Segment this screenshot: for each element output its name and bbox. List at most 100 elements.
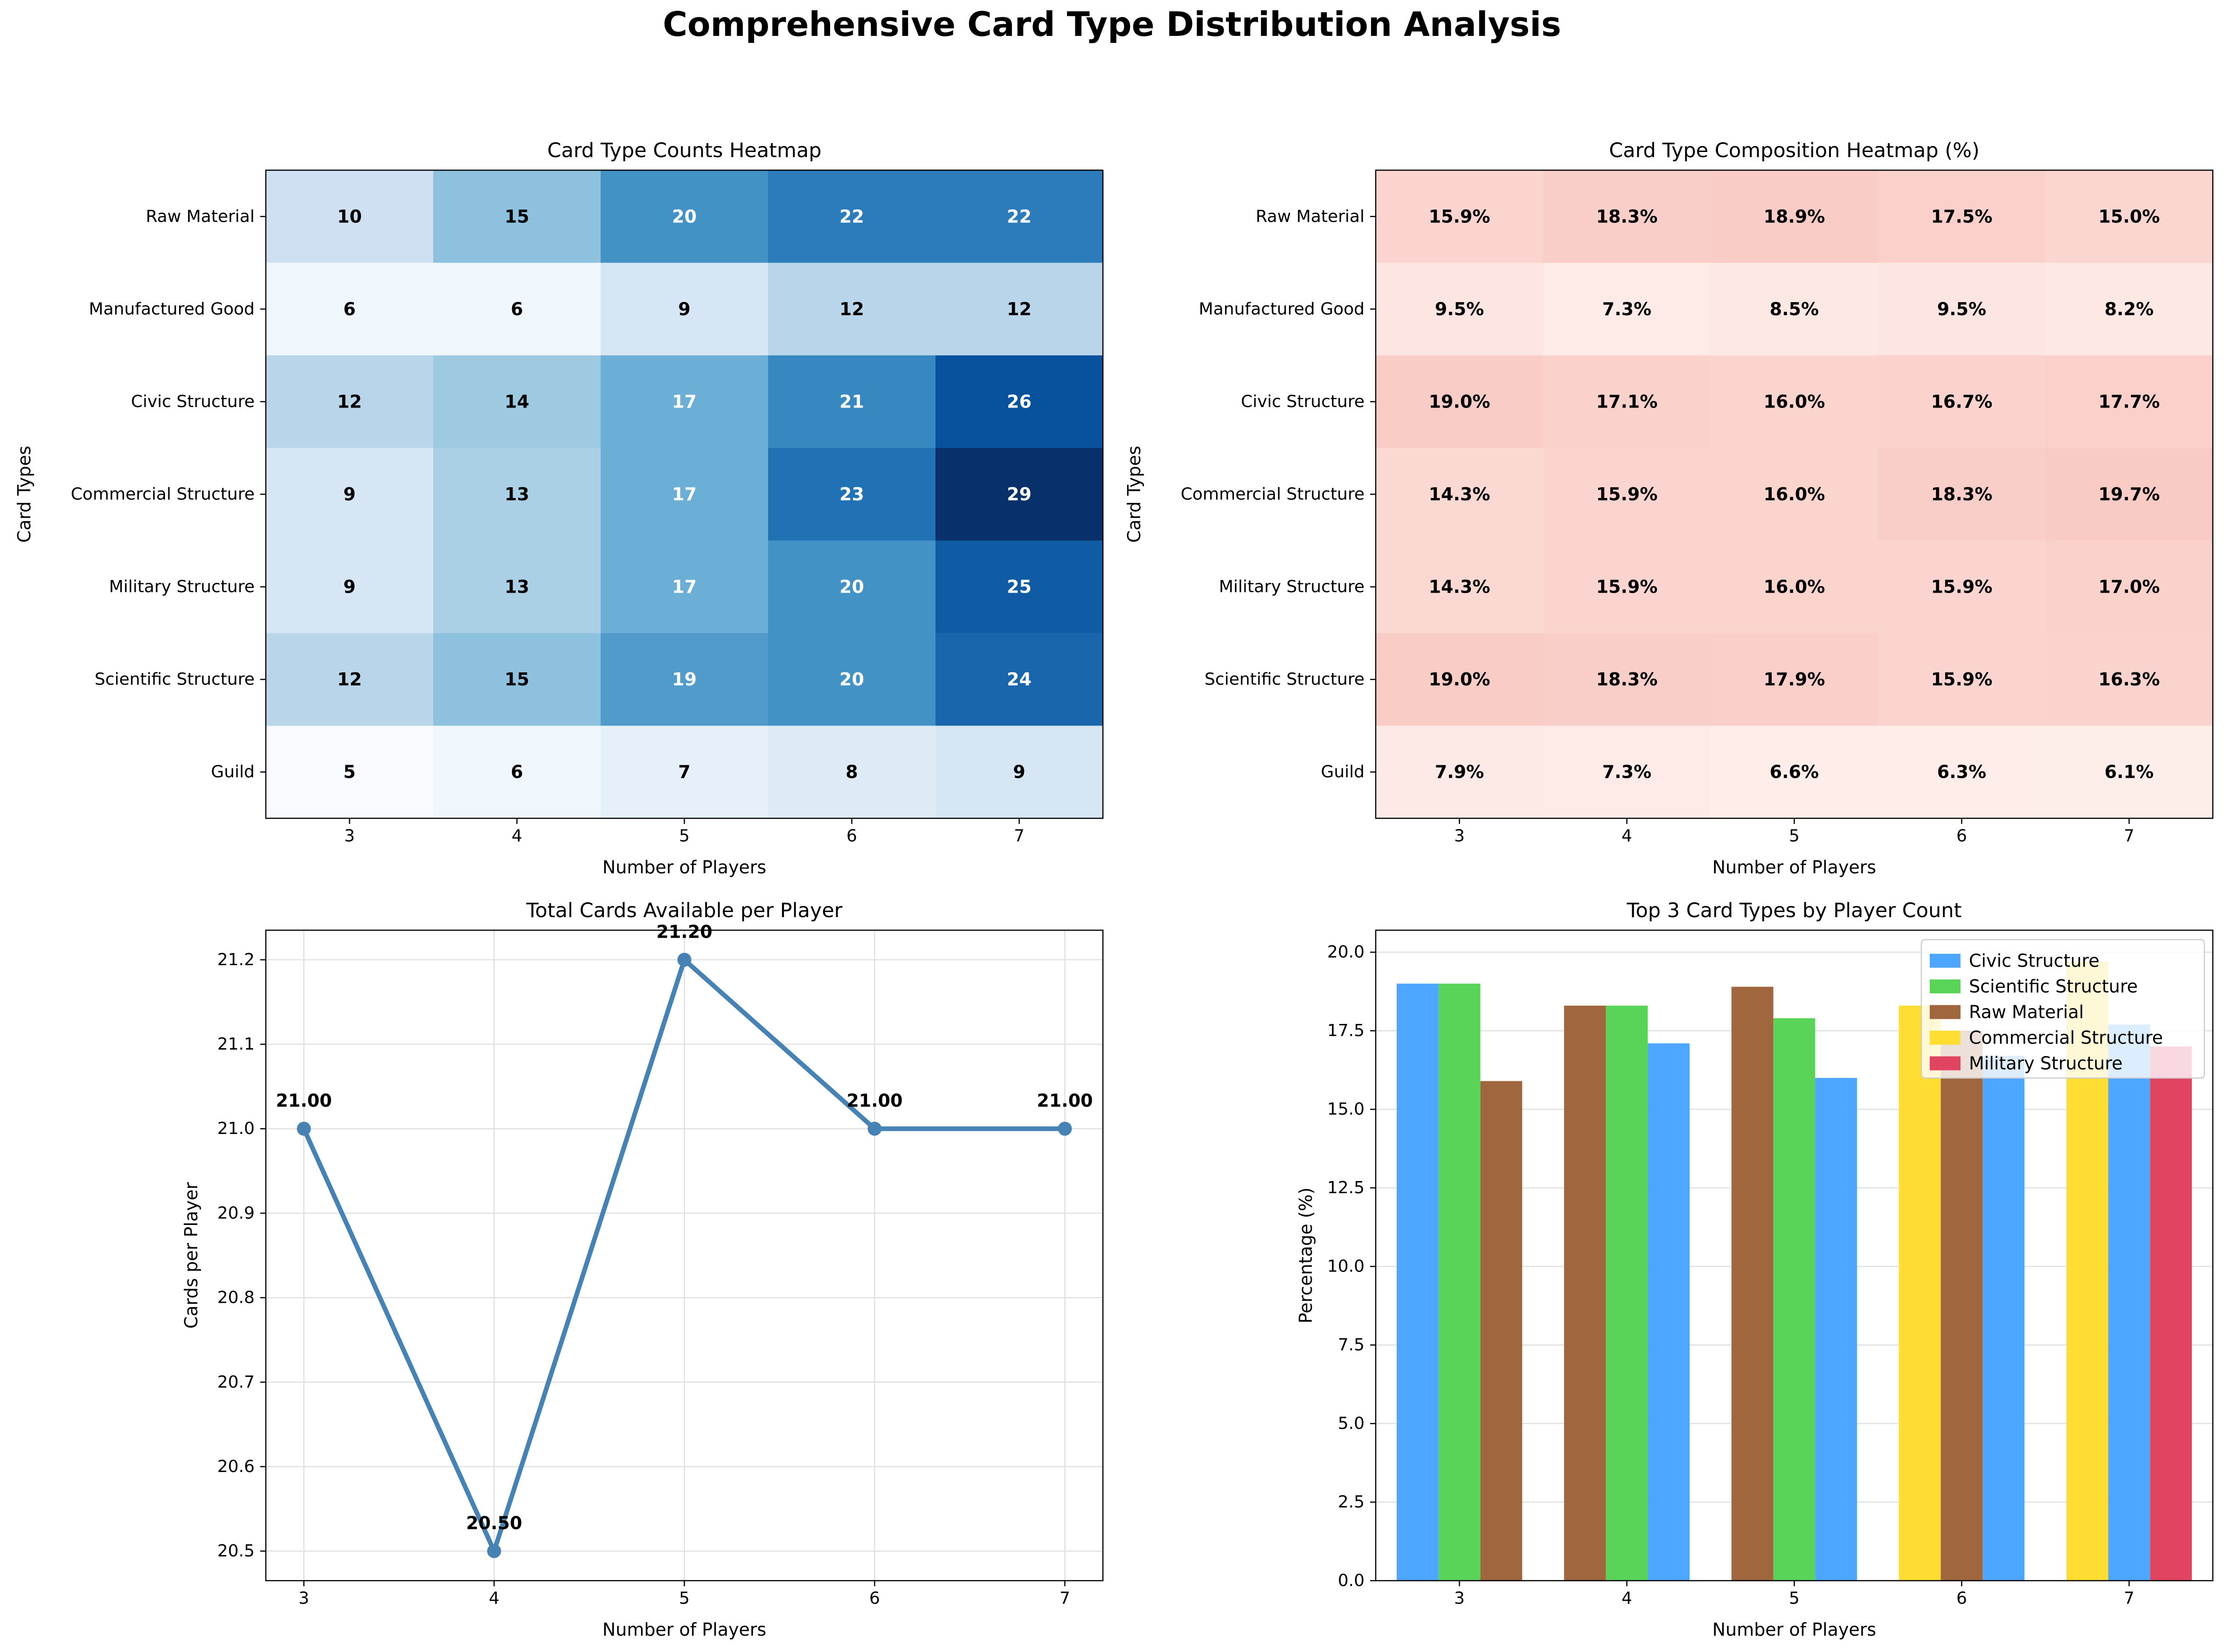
bar [1606,1005,1648,1581]
heatmap-cell [768,355,936,449]
heatmap-cell-label: 6 [343,299,355,319]
heatmap-cell [768,540,936,634]
heatmap-cell [1543,726,1711,819]
bar [1982,1056,2025,1581]
y-tick-label: 20.8 [217,1288,255,1307]
heatmap-cell [266,726,434,819]
y-axis-label: Percentage (%) [1296,1188,1316,1324]
x-axis-label: Number of Players [603,857,766,878]
heatmap-cell [601,540,769,634]
x-tick-label: 3 [298,1589,309,1608]
heatmap-cell [433,540,601,634]
heatmap-cell [935,263,1103,356]
heatmap-cell-label: 17.7% [2099,391,2160,412]
heatmap-cell [1711,633,1878,726]
heatmap-cell [2045,540,2213,634]
heatmap-cell-label: 7.3% [1602,299,1651,319]
x-tick-label: 4 [1621,827,1632,846]
bar [1898,1005,1941,1581]
y-tick-label: 2.5 [1338,1493,1365,1512]
heatmap-cell [1543,540,1711,634]
heatmap-cell [2045,170,2213,263]
heatmap-cell [1543,170,1711,263]
y-tick-label: 0.0 [1338,1571,1365,1590]
heatmap-cell [1376,726,1544,819]
heatmap-cell [1543,448,1711,541]
bar [1438,983,1481,1581]
heatmap-cell [1376,448,1544,541]
y-tick-label: 21.1 [217,1035,255,1054]
heatmap-cell-label: 15.9% [1931,669,1993,690]
bar [1815,1078,1857,1581]
figure-title: Comprehensive Card Type Distribution Ana… [663,5,1561,44]
heatmap-cell-label: 17.5% [1931,206,1993,227]
x-tick-label: 7 [1060,1589,1070,1608]
heatmap-title: Card Type Counts Heatmap [547,139,822,162]
heatmap-cell [2045,726,2213,819]
x-axis-label: Number of Players [1712,1619,1876,1640]
heatmap-cell-label: 17 [672,391,697,412]
heatmap-cell [266,263,434,356]
heatmap-cell-label: 15.9% [1429,206,1490,227]
heatmap-cell-label: 6 [511,762,523,782]
heatmap-cell-label: 9 [343,577,355,597]
legend-label: Commercial Structure [1969,1028,2163,1048]
heatmap-cell-label: 9.5% [1937,299,1986,319]
heatmap-cell-label: 17.0% [2099,577,2160,597]
legend-swatch [1930,1056,1961,1071]
y-tick-label: Military Structure [1219,577,1365,596]
y-tick-label: 20.5 [217,1541,255,1561]
heatmap-cell-label: 16.7% [1931,391,1993,412]
legend-box [1920,939,2205,1079]
heatmap-cell-label: 9 [343,484,355,505]
heatmap-cell [1878,355,2046,449]
heatmap-cell-label: 29 [1007,484,1032,505]
heatmap-cell-label: 12 [1007,299,1032,319]
heatmap-cell-label: 16.3% [2099,669,2160,690]
data-label: 21.00 [1037,1091,1093,1111]
heatmap-cell-label: 19.7% [2099,484,2160,505]
x-tick-label: 3 [1454,827,1465,846]
heatmap-cell-label: 8.2% [2105,299,2154,319]
legend-label: Raw Material [1969,1002,2084,1023]
y-tick-label: Manufactured Good [89,299,255,318]
heatmap-cell [2045,448,2213,541]
heatmap-cell [601,263,769,356]
heatmap-cell [768,170,936,263]
heatmap-cell [768,263,936,356]
heatmap-cell [935,448,1103,541]
x-tick-label: 3 [1454,1589,1465,1608]
heatmap-cell-label: 26 [1007,391,1032,412]
heatmap-cell-label: 19 [672,669,697,690]
heatmap-cell-label: 15.0% [2099,206,2160,227]
heatmap-cell-label: 14.3% [1429,577,1490,597]
heatmap-cell [768,633,936,726]
heatmap-cell-label: 12 [337,669,362,690]
y-tick-label: 20.0 [1327,943,1365,962]
heatmap-cell-label: 5 [343,762,355,782]
data-label: 21.00 [846,1091,902,1111]
heatmap-cell [935,633,1103,726]
heatmap-cell-label: 6.1% [2105,762,2154,782]
heatmap-cell-label: 23 [839,484,864,505]
heatmap-cell-label: 7.3% [1602,762,1651,782]
heatmap-cell [935,726,1103,819]
y-tick-label: Commercial Structure [1181,485,1365,504]
heatmap-cell [1376,540,1544,634]
y-tick-label: 21.2 [217,950,255,969]
heatmap-cell [601,633,769,726]
heatmap-cell [433,355,601,449]
y-tick-label: Civic Structure [131,392,255,411]
x-axis-label: Number of Players [1712,857,1876,878]
legend-swatch [1930,1030,1961,1045]
heatmap-cell-label: 17 [672,484,697,505]
heatmap-cell [433,448,601,541]
y-tick-label: Military Structure [109,577,255,596]
bar [1731,987,1774,1581]
y-tick-label: 17.5 [1327,1021,1365,1040]
data-point [677,953,692,967]
y-axis-label: Card Types [14,446,35,543]
y-tick-label: Guild [1321,762,1365,781]
heatmap-cell-label: 19.0% [1429,669,1490,690]
x-tick-label: 3 [344,827,355,846]
